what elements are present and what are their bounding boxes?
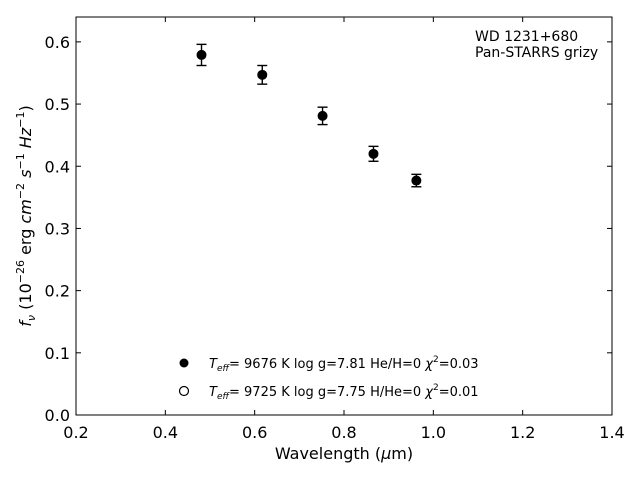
- x-tick-label: 0.2: [63, 423, 88, 442]
- point-marker: [411, 175, 422, 186]
- annotation-title: WD 1231+680: [475, 29, 578, 45]
- annotation-subtitle: Pan-STARRS grizy: [475, 45, 598, 61]
- legend-label: Teff= 9676 K log g=7.81 He/H=0 χ2=0.03: [209, 355, 479, 374]
- x-tick-label: 0.4: [153, 423, 178, 442]
- legend-entry: Teff= 9676 K log g=7.81 He/H=0 χ2=0.03: [179, 355, 479, 374]
- y-tick-label: 0.1: [45, 344, 70, 363]
- legend-marker: [178, 385, 190, 397]
- legend-entry: Teff= 9725 K log g=7.75 H/He=0 χ2=0.01: [178, 383, 479, 402]
- legend: Teff= 9676 K log g=7.81 He/H=0 χ2=0.03 Te…: [178, 355, 479, 402]
- data-point: [368, 145, 379, 162]
- point-marker: [317, 110, 328, 121]
- data-point: [411, 173, 422, 188]
- y-tick-label: 0.6: [45, 33, 70, 52]
- x-tick-label: 0.8: [331, 423, 356, 442]
- legend-marker: [179, 358, 189, 368]
- axis-ticks: [75, 17, 613, 416]
- x-tick-label: 1.0: [421, 423, 446, 442]
- x-tick-label: 1.2: [510, 423, 535, 442]
- y-tick-label: 0.0: [45, 406, 70, 425]
- y-tick-label: 0.5: [45, 95, 70, 114]
- y-tick-label: 0.3: [45, 219, 70, 238]
- x-tick-label: 0.6: [242, 423, 267, 442]
- x-tick-label: 1.4: [599, 423, 624, 442]
- point-marker: [368, 148, 379, 159]
- point-marker: [257, 69, 268, 80]
- data-point: [257, 64, 268, 85]
- point-marker: [196, 49, 207, 60]
- tick-labels: 0.2 0.4 0.6 0.8 1.0 1.2 1.4 0.0 0.1 0.2 0.3 0.4 0.5 0…: [45, 33, 625, 442]
- legend-label: Teff= 9725 K log g=7.75 H/He=0 χ2=0.01: [209, 383, 479, 402]
- y-tick-label: 0.4: [45, 157, 70, 176]
- data-points: [196, 43, 422, 188]
- data-point: [196, 43, 207, 67]
- data-point: [317, 106, 328, 126]
- plot-frame: [75, 16, 613, 416]
- y-tick-label: 0.2: [45, 282, 70, 301]
- x-axis-label: Wavelength (μm): [275, 444, 413, 463]
- y-axis-label: fν (10−26 erg cm−2 s−1 Hz−1): [14, 105, 38, 326]
